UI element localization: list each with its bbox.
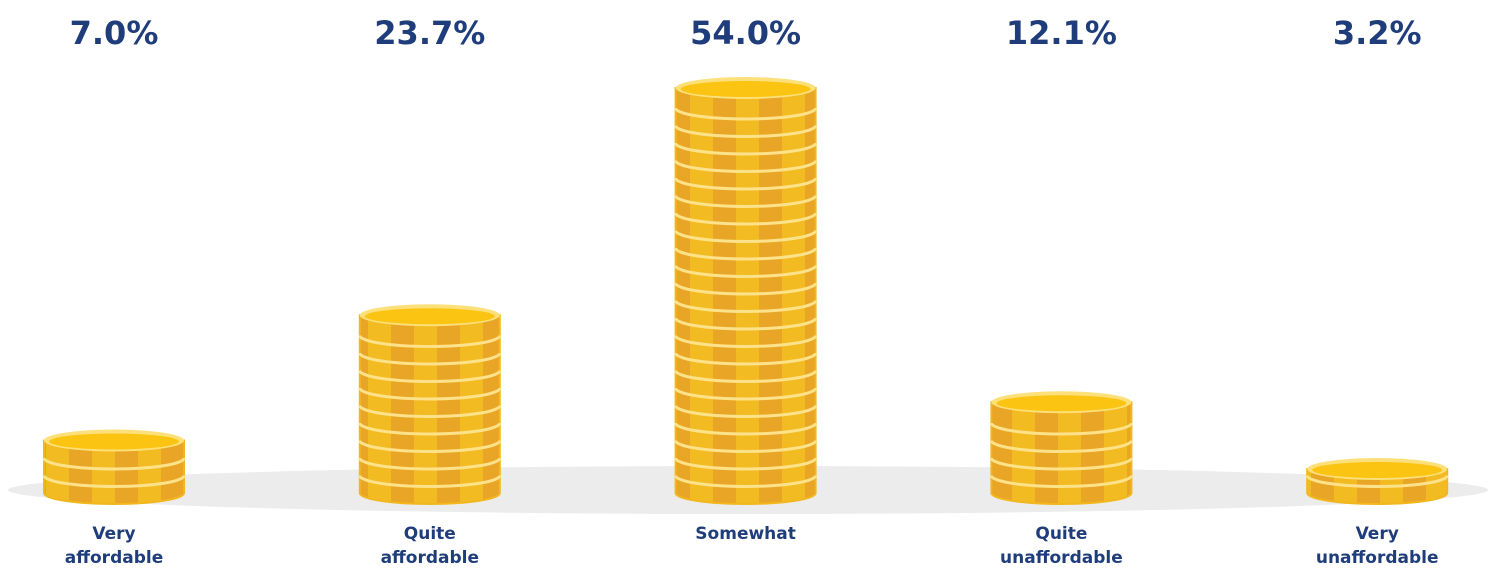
coin-edge — [674, 142, 818, 156]
coin-top — [1312, 462, 1443, 478]
coin-stack — [1305, 458, 1449, 505]
coin-edge — [358, 422, 502, 436]
coin-edge — [358, 335, 502, 348]
coin-stack — [42, 429, 186, 505]
coin-edge — [674, 300, 818, 313]
coin-stack — [358, 304, 502, 505]
coin-edge — [674, 457, 818, 471]
category-label: Quite affordable — [380, 524, 480, 568]
coin-top — [996, 395, 1127, 412]
coin-edge — [674, 177, 818, 191]
coin-edge — [674, 195, 818, 208]
coin-top — [49, 433, 179, 450]
coin-edge — [358, 387, 502, 401]
coin-edge — [358, 405, 502, 418]
coin-edge — [674, 125, 818, 138]
coin-edge — [674, 405, 818, 418]
value-label: 54.0% — [690, 14, 802, 52]
category-label: Somewhat — [695, 524, 796, 544]
coin-edge — [989, 475, 1133, 488]
coin-edge — [674, 212, 818, 226]
coin-edge — [674, 107, 818, 121]
coin-body — [990, 401, 1133, 505]
coin-edge — [674, 335, 818, 348]
coin-edge — [358, 475, 502, 488]
coin-edge — [674, 265, 818, 278]
value-label: 3.2% — [1332, 14, 1422, 52]
coin-edge — [358, 370, 502, 383]
value-label: 23.7% — [374, 14, 486, 52]
coin-edge — [358, 352, 502, 366]
category-label: Quite unaffordable — [1000, 524, 1123, 568]
coin-edge — [674, 160, 818, 173]
coin-edge — [989, 440, 1133, 453]
coin-edge — [674, 352, 818, 366]
category-label: Very affordable — [64, 524, 164, 568]
coin-body — [43, 439, 185, 505]
value-label: 7.0% — [69, 14, 159, 52]
coin-edge — [674, 440, 818, 453]
coin-edge — [674, 247, 818, 261]
coin-body — [674, 87, 817, 505]
coin-top — [680, 81, 811, 97]
coin-edge — [358, 457, 502, 471]
coin-edge — [1305, 475, 1449, 488]
coin-stack — [674, 77, 818, 505]
coin-edge — [674, 387, 818, 401]
coin-edge — [989, 457, 1133, 471]
coin-edge — [674, 317, 818, 331]
category-label: Very unaffordable — [1315, 524, 1439, 568]
coin-edge — [674, 282, 818, 296]
coin-edge — [358, 440, 502, 453]
coin-edge — [674, 422, 818, 436]
coin-edge — [989, 422, 1133, 436]
value-label: 12.1% — [1005, 14, 1117, 52]
coin-edge — [42, 457, 186, 471]
coin-stack — [989, 391, 1133, 505]
coin-top — [364, 308, 495, 325]
coin-edge — [674, 475, 818, 488]
coin-edge — [42, 475, 186, 488]
coin-edge — [674, 230, 818, 243]
coin-edge — [674, 370, 818, 383]
